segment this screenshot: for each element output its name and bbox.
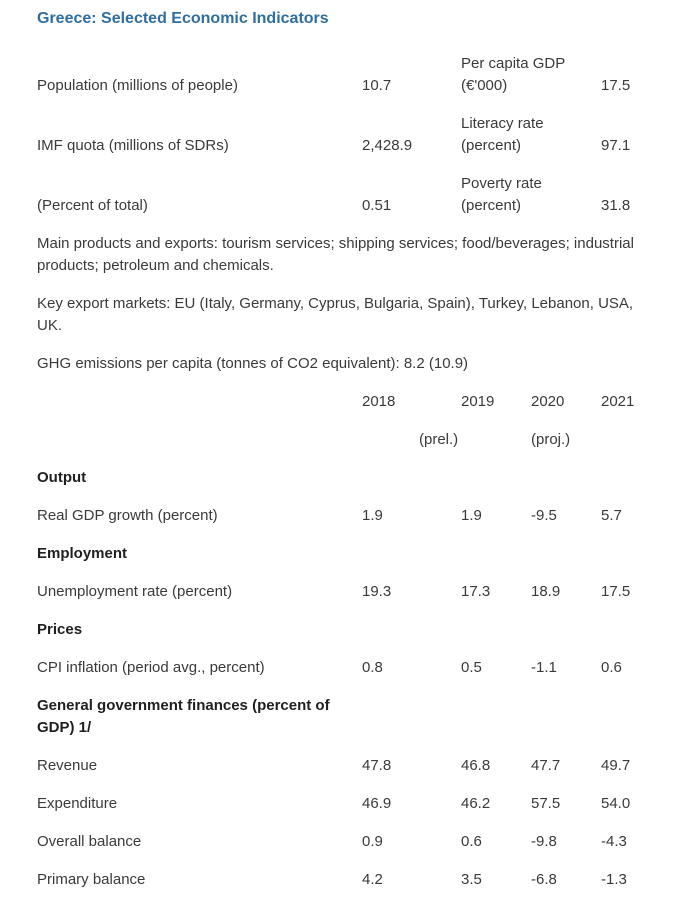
row-label-gdp-growth: Real GDP growth (percent): [37, 507, 218, 524]
year-header-2019: 2019: [461, 393, 495, 410]
row-label-expenditure: Expenditure: [37, 795, 118, 812]
cell-revenue-2020: 47.7: [531, 757, 561, 774]
year-header-2020: 2020: [531, 393, 565, 410]
literacy-value: 97.1: [601, 137, 631, 154]
cell-cpi-2018: 0.8: [362, 659, 383, 676]
page-title: Greece: Selected Economic Indicators: [37, 10, 329, 27]
cell-cpi-2020: -1.1: [531, 659, 557, 676]
cell-unemp-2020: 18.9: [531, 583, 561, 600]
poverty-unit: (percent): [461, 197, 522, 214]
cell-expenditure-2020: 57.5: [531, 795, 561, 812]
poverty-label: Poverty rate: [461, 175, 542, 192]
year-header-2018: 2018: [362, 393, 396, 410]
cell-primary-2018: 4.2: [362, 871, 383, 888]
gdp-per-capita-unit: (€'000): [461, 77, 508, 94]
cell-gdp-2020: -9.5: [531, 507, 557, 524]
section-prices: Prices: [37, 621, 83, 638]
percent-total-value: 0.51: [362, 197, 392, 214]
population-value: 10.7: [362, 77, 392, 94]
cell-unemp-2019: 17.3: [461, 583, 491, 600]
population-label: Population (millions of people): [37, 77, 238, 94]
literacy-unit: (percent): [461, 137, 522, 154]
year-header-2021: 2021: [601, 393, 635, 410]
cell-overall-2019: 0.6: [461, 833, 482, 850]
row-label-cpi: CPI inflation (period avg., percent): [37, 659, 265, 676]
cell-gdp-2021: 5.7: [601, 507, 622, 524]
ghg-note: GHG emissions per capita (tonnes of CO2 …: [37, 355, 469, 372]
cell-expenditure-2021: 54.0: [601, 795, 631, 812]
cell-overall-2018: 0.9: [362, 833, 383, 850]
gdp-per-capita-label: Per capita GDP: [461, 55, 566, 72]
cell-revenue-2018: 47.8: [362, 757, 392, 774]
subhead-proj: (proj.): [531, 431, 571, 448]
cell-primary-2021: -1.3: [601, 871, 627, 888]
poverty-value: 31.8: [601, 197, 631, 214]
subhead-prel: (prel.): [419, 431, 459, 448]
section-employment: Employment: [37, 545, 128, 562]
cell-expenditure-2019: 46.2: [461, 795, 491, 812]
main-products-note: Main products and exports: tourism servi…: [37, 235, 634, 274]
section-output: Output: [37, 469, 87, 486]
cell-cpi-2021: 0.6: [601, 659, 622, 676]
literacy-label: Literacy rate: [461, 115, 544, 132]
cell-unemp-2021: 17.5: [601, 583, 631, 600]
cell-expenditure-2018: 46.9: [362, 795, 392, 812]
cell-gdp-2018: 1.9: [362, 507, 383, 524]
row-label-revenue: Revenue: [37, 757, 98, 774]
cell-primary-2019: 3.5: [461, 871, 482, 888]
cell-overall-2020: -9.8: [531, 833, 557, 850]
cell-unemp-2018: 19.3: [362, 583, 392, 600]
cell-revenue-2021: 49.7: [601, 757, 631, 774]
percent-total-label: (Percent of total): [37, 197, 148, 214]
imf-quota-label: IMF quota (millions of SDRs): [37, 137, 229, 154]
imf-quota-value: 2,428.9: [362, 137, 413, 154]
cell-overall-2021: -4.3: [601, 833, 627, 850]
row-label-overall-balance: Overall balance: [37, 833, 142, 850]
cell-revenue-2019: 46.8: [461, 757, 491, 774]
cell-gdp-2019: 1.9: [461, 507, 482, 524]
row-label-primary-balance: Primary balance: [37, 871, 146, 888]
export-markets-note: Key export markets: EU (Italy, Germany, …: [37, 295, 634, 334]
row-label-unemployment: Unemployment rate (percent): [37, 583, 233, 600]
gdp-per-capita-value: 17.5: [601, 77, 631, 94]
cell-primary-2020: -6.8: [531, 871, 557, 888]
cell-cpi-2019: 0.5: [461, 659, 482, 676]
section-finances: General government finances (percent of …: [37, 697, 330, 736]
